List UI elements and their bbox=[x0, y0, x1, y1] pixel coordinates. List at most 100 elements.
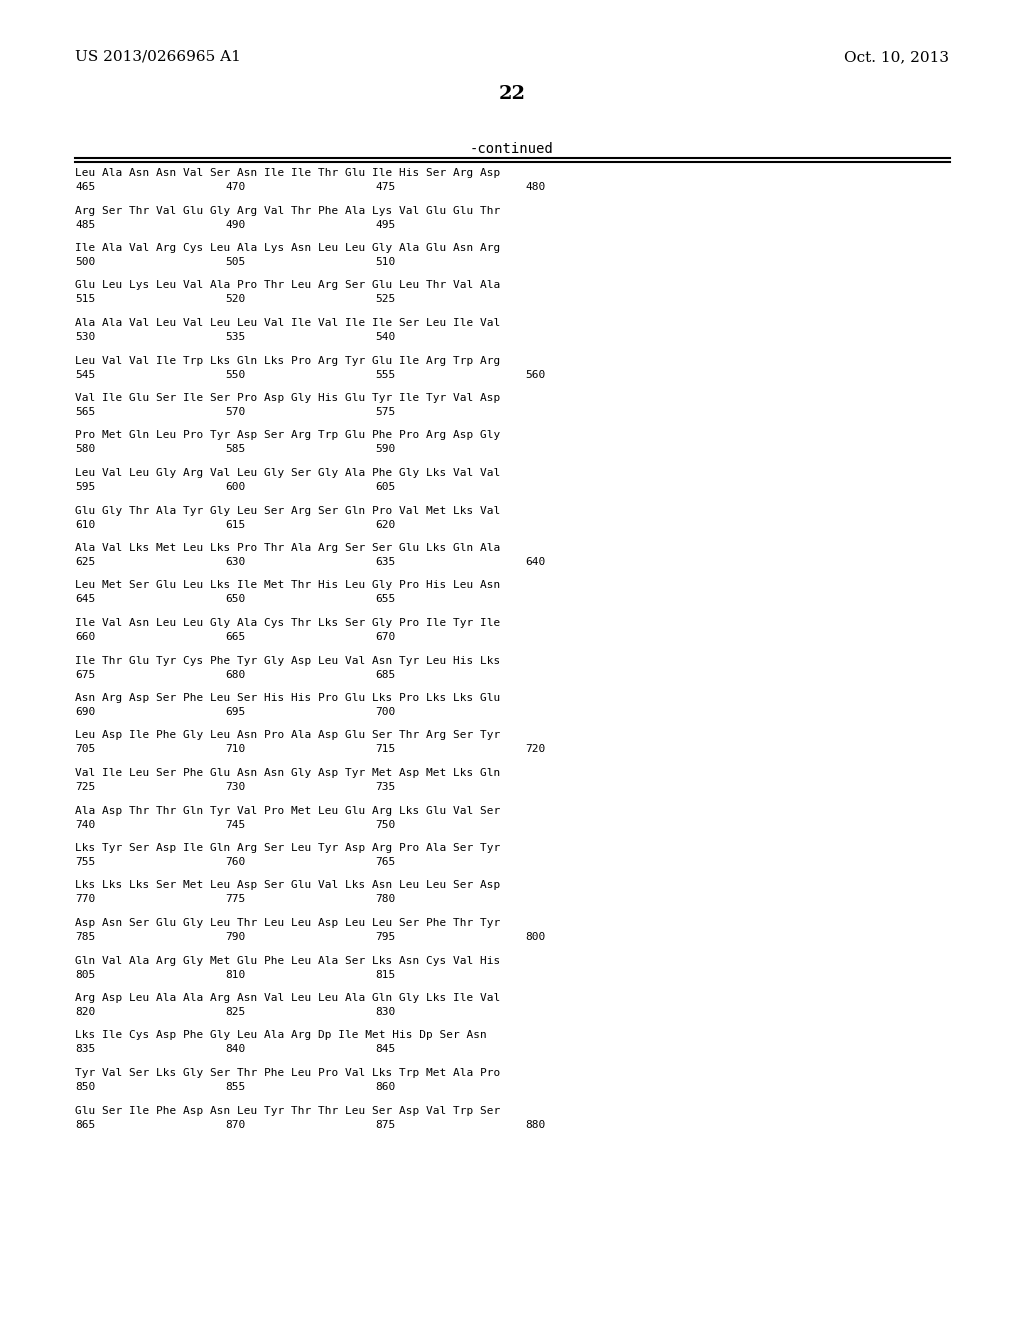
Text: 535: 535 bbox=[225, 333, 246, 342]
Text: 875: 875 bbox=[375, 1119, 395, 1130]
Text: 580: 580 bbox=[75, 445, 95, 454]
Text: 595: 595 bbox=[75, 482, 95, 492]
Text: 700: 700 bbox=[375, 708, 395, 717]
Text: Leu Val Val Ile Trp Lks Gln Lks Pro Arg Tyr Glu Ile Arg Trp Arg: Leu Val Val Ile Trp Lks Gln Lks Pro Arg … bbox=[75, 355, 501, 366]
Text: 790: 790 bbox=[225, 932, 246, 942]
Text: Glu Leu Lys Leu Val Ala Pro Thr Leu Arg Ser Glu Leu Thr Val Ala: Glu Leu Lys Leu Val Ala Pro Thr Leu Arg … bbox=[75, 281, 501, 290]
Text: 715: 715 bbox=[375, 744, 395, 755]
Text: 560: 560 bbox=[525, 370, 545, 380]
Text: 490: 490 bbox=[225, 219, 246, 230]
Text: Val Ile Leu Ser Phe Glu Asn Asn Gly Asp Tyr Met Asp Met Lks Gln: Val Ile Leu Ser Phe Glu Asn Asn Gly Asp … bbox=[75, 768, 501, 777]
Text: -continued: -continued bbox=[470, 143, 554, 156]
Text: 655: 655 bbox=[375, 594, 395, 605]
Text: 660: 660 bbox=[75, 632, 95, 642]
Text: 465: 465 bbox=[75, 182, 95, 191]
Text: Leu Val Leu Gly Arg Val Leu Gly Ser Gly Ala Phe Gly Lks Val Val: Leu Val Leu Gly Arg Val Leu Gly Ser Gly … bbox=[75, 469, 501, 478]
Text: Arg Asp Leu Ala Ala Arg Asn Val Leu Leu Ala Gln Gly Lks Ile Val: Arg Asp Leu Ala Ala Arg Asn Val Leu Leu … bbox=[75, 993, 501, 1003]
Text: 550: 550 bbox=[225, 370, 246, 380]
Text: Ala Val Lks Met Leu Lks Pro Thr Ala Arg Ser Ser Glu Lks Gln Ala: Ala Val Lks Met Leu Lks Pro Thr Ala Arg … bbox=[75, 543, 501, 553]
Text: Leu Asp Ile Phe Gly Leu Asn Pro Ala Asp Glu Ser Thr Arg Ser Tyr: Leu Asp Ile Phe Gly Leu Asn Pro Ala Asp … bbox=[75, 730, 501, 741]
Text: Ala Asp Thr Thr Gln Tyr Val Pro Met Leu Glu Arg Lks Glu Val Ser: Ala Asp Thr Thr Gln Tyr Val Pro Met Leu … bbox=[75, 805, 501, 816]
Text: Glu Ser Ile Phe Asp Asn Leu Tyr Thr Thr Leu Ser Asp Val Trp Ser: Glu Ser Ile Phe Asp Asn Leu Tyr Thr Thr … bbox=[75, 1106, 501, 1115]
Text: 725: 725 bbox=[75, 781, 95, 792]
Text: 780: 780 bbox=[375, 895, 395, 904]
Text: 22: 22 bbox=[499, 84, 525, 103]
Text: 835: 835 bbox=[75, 1044, 95, 1055]
Text: 610: 610 bbox=[75, 520, 95, 529]
Text: 565: 565 bbox=[75, 407, 95, 417]
Text: 845: 845 bbox=[375, 1044, 395, 1055]
Text: 710: 710 bbox=[225, 744, 246, 755]
Text: 745: 745 bbox=[225, 820, 246, 829]
Text: 620: 620 bbox=[375, 520, 395, 529]
Text: 520: 520 bbox=[225, 294, 246, 305]
Text: 775: 775 bbox=[225, 895, 246, 904]
Text: 665: 665 bbox=[225, 632, 246, 642]
Text: 525: 525 bbox=[375, 294, 395, 305]
Text: 470: 470 bbox=[225, 182, 246, 191]
Text: Tyr Val Ser Lks Gly Ser Thr Phe Leu Pro Val Lks Trp Met Ala Pro: Tyr Val Ser Lks Gly Ser Thr Phe Leu Pro … bbox=[75, 1068, 501, 1078]
Text: 705: 705 bbox=[75, 744, 95, 755]
Text: 830: 830 bbox=[375, 1007, 395, 1016]
Text: 820: 820 bbox=[75, 1007, 95, 1016]
Text: 810: 810 bbox=[225, 969, 246, 979]
Text: 650: 650 bbox=[225, 594, 246, 605]
Text: 645: 645 bbox=[75, 594, 95, 605]
Text: 770: 770 bbox=[75, 895, 95, 904]
Text: 785: 785 bbox=[75, 932, 95, 942]
Text: 530: 530 bbox=[75, 333, 95, 342]
Text: 545: 545 bbox=[75, 370, 95, 380]
Text: 500: 500 bbox=[75, 257, 95, 267]
Text: 625: 625 bbox=[75, 557, 95, 568]
Text: 640: 640 bbox=[525, 557, 545, 568]
Text: 555: 555 bbox=[375, 370, 395, 380]
Text: 680: 680 bbox=[225, 669, 246, 680]
Text: Asn Arg Asp Ser Phe Leu Ser His His Pro Glu Lks Pro Lks Lks Glu: Asn Arg Asp Ser Phe Leu Ser His His Pro … bbox=[75, 693, 501, 704]
Text: Leu Met Ser Glu Leu Lks Ile Met Thr His Leu Gly Pro His Leu Asn: Leu Met Ser Glu Leu Lks Ile Met Thr His … bbox=[75, 581, 501, 590]
Text: 540: 540 bbox=[375, 333, 395, 342]
Text: Pro Met Gln Leu Pro Tyr Asp Ser Arg Trp Glu Phe Pro Arg Asp Gly: Pro Met Gln Leu Pro Tyr Asp Ser Arg Trp … bbox=[75, 430, 501, 441]
Text: 630: 630 bbox=[225, 557, 246, 568]
Text: 505: 505 bbox=[225, 257, 246, 267]
Text: US 2013/0266965 A1: US 2013/0266965 A1 bbox=[75, 50, 241, 63]
Text: 815: 815 bbox=[375, 969, 395, 979]
Text: 675: 675 bbox=[75, 669, 95, 680]
Text: 765: 765 bbox=[375, 857, 395, 867]
Text: 760: 760 bbox=[225, 857, 246, 867]
Text: Leu Ala Asn Asn Val Ser Asn Ile Ile Thr Glu Ile His Ser Arg Asp: Leu Ala Asn Asn Val Ser Asn Ile Ile Thr … bbox=[75, 168, 501, 178]
Text: 755: 755 bbox=[75, 857, 95, 867]
Text: 600: 600 bbox=[225, 482, 246, 492]
Text: Lks Ile Cys Asp Phe Gly Leu Ala Arg Dp Ile Met His Dp Ser Asn: Lks Ile Cys Asp Phe Gly Leu Ala Arg Dp I… bbox=[75, 1031, 486, 1040]
Text: 805: 805 bbox=[75, 969, 95, 979]
Text: 840: 840 bbox=[225, 1044, 246, 1055]
Text: 850: 850 bbox=[75, 1082, 95, 1092]
Text: 825: 825 bbox=[225, 1007, 246, 1016]
Text: 510: 510 bbox=[375, 257, 395, 267]
Text: 480: 480 bbox=[525, 182, 545, 191]
Text: Val Ile Glu Ser Ile Ser Pro Asp Gly His Glu Tyr Ile Tyr Val Asp: Val Ile Glu Ser Ile Ser Pro Asp Gly His … bbox=[75, 393, 501, 403]
Text: 495: 495 bbox=[375, 219, 395, 230]
Text: 865: 865 bbox=[75, 1119, 95, 1130]
Text: Glu Gly Thr Ala Tyr Gly Leu Ser Arg Ser Gln Pro Val Met Lks Val: Glu Gly Thr Ala Tyr Gly Leu Ser Arg Ser … bbox=[75, 506, 501, 516]
Text: Ile Val Asn Leu Leu Gly Ala Cys Thr Lks Ser Gly Pro Ile Tyr Ile: Ile Val Asn Leu Leu Gly Ala Cys Thr Lks … bbox=[75, 618, 501, 628]
Text: 870: 870 bbox=[225, 1119, 246, 1130]
Text: 515: 515 bbox=[75, 294, 95, 305]
Text: 585: 585 bbox=[225, 445, 246, 454]
Text: Oct. 10, 2013: Oct. 10, 2013 bbox=[844, 50, 949, 63]
Text: 570: 570 bbox=[225, 407, 246, 417]
Text: 685: 685 bbox=[375, 669, 395, 680]
Text: 475: 475 bbox=[375, 182, 395, 191]
Text: 720: 720 bbox=[525, 744, 545, 755]
Text: 880: 880 bbox=[525, 1119, 545, 1130]
Text: 695: 695 bbox=[225, 708, 246, 717]
Text: 605: 605 bbox=[375, 482, 395, 492]
Text: Gln Val Ala Arg Gly Met Glu Phe Leu Ala Ser Lks Asn Cys Val His: Gln Val Ala Arg Gly Met Glu Phe Leu Ala … bbox=[75, 956, 501, 965]
Text: 690: 690 bbox=[75, 708, 95, 717]
Text: 575: 575 bbox=[375, 407, 395, 417]
Text: 485: 485 bbox=[75, 219, 95, 230]
Text: 735: 735 bbox=[375, 781, 395, 792]
Text: 795: 795 bbox=[375, 932, 395, 942]
Text: Ile Thr Glu Tyr Cys Phe Tyr Gly Asp Leu Val Asn Tyr Leu His Lks: Ile Thr Glu Tyr Cys Phe Tyr Gly Asp Leu … bbox=[75, 656, 501, 665]
Text: 800: 800 bbox=[525, 932, 545, 942]
Text: Ile Ala Val Arg Cys Leu Ala Lys Asn Leu Leu Gly Ala Glu Asn Arg: Ile Ala Val Arg Cys Leu Ala Lys Asn Leu … bbox=[75, 243, 501, 253]
